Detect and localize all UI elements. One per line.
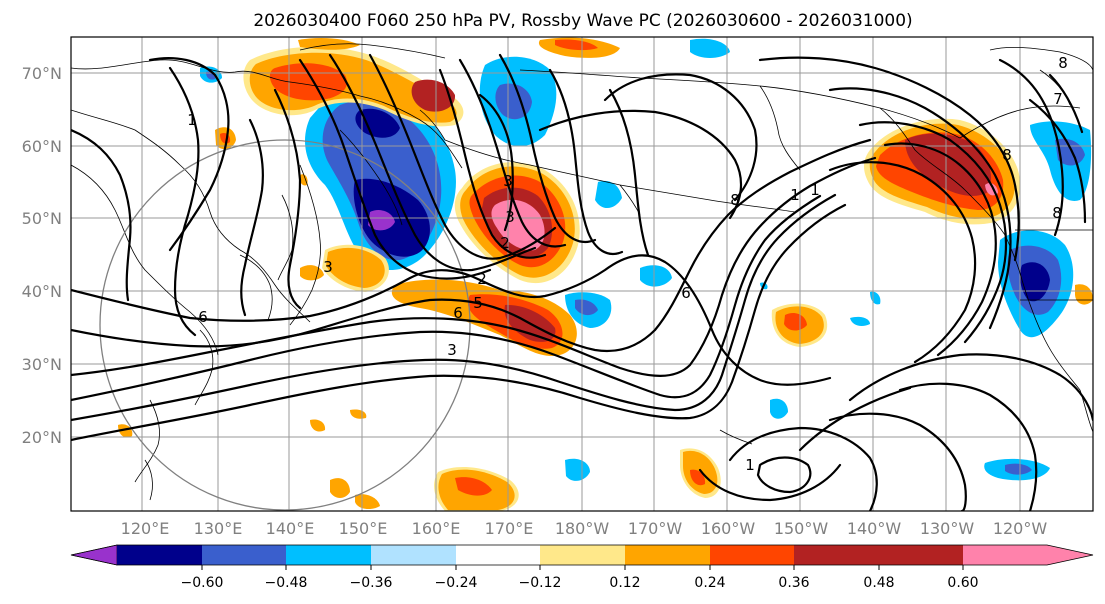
colorbar-tick-label: 0.60 (947, 575, 978, 591)
lon-label: 150°W (774, 519, 829, 538)
contour-label: 3 (447, 341, 457, 359)
contour-label: 2 (477, 270, 487, 288)
lon-label: 150°E (339, 519, 388, 538)
contour-label: 3 (323, 258, 333, 276)
lon-label: 170°W (628, 519, 683, 538)
contour-label: 6 (198, 308, 208, 326)
colorbar-tick-label: 0.24 (694, 575, 725, 591)
lat-label: 70°N (22, 64, 62, 83)
colorbar-segment (456, 545, 540, 565)
colorbar-extend-left (70, 544, 118, 566)
map-frame (70, 36, 1094, 512)
lon-label: 130°W (920, 519, 975, 538)
lon-label: 180°W (555, 519, 610, 538)
coastlines (71, 43, 1093, 501)
lon-label: 140°E (266, 519, 315, 538)
colorbar-segment (625, 545, 710, 565)
contour-label: 1 (745, 456, 755, 474)
colorbar-segment (286, 545, 371, 565)
great-circle (99, 139, 471, 511)
contour-label: 3 (503, 172, 513, 190)
contour-label: 8 (1052, 204, 1062, 222)
colorbar-tick-label: 0.36 (778, 575, 809, 591)
lat-label: 40°N (22, 282, 62, 301)
contour-label: 8 (730, 191, 740, 209)
colorbar-segment (794, 545, 879, 565)
colorbar-tick-label: 0.48 (863, 575, 894, 591)
contour-label: 8 (1002, 146, 1012, 164)
colorbar-segment (202, 545, 286, 565)
contour-label: 6 (453, 304, 463, 322)
colorbar-tick-label: −0.24 (435, 575, 478, 591)
lat-label: 30°N (22, 355, 62, 374)
contour-label: 2 (500, 234, 510, 252)
colorbar-tick-label: −0.48 (265, 575, 308, 591)
lon-label: 120°E (121, 519, 170, 538)
colorbar-tick-label: −0.36 (350, 575, 393, 591)
lon-label: 160°E (412, 519, 461, 538)
lon-label: 160°W (701, 519, 756, 538)
lon-label: 170°E (485, 519, 534, 538)
lat-label: 60°N (22, 137, 62, 156)
contour-label: 1 (790, 186, 800, 204)
contour-label: 7 (1053, 90, 1063, 108)
latitude-labels: 70°N 60°N 50°N 40°N 30°N 20°N (22, 64, 62, 447)
colorbar-ticks (201, 565, 964, 570)
colorbar-tick-label: −0.60 (181, 575, 224, 591)
colorbar-segment (879, 545, 963, 565)
lon-label: 140°W (847, 519, 902, 538)
colorbar-segment (540, 545, 625, 565)
colorbar-tick-label: −0.12 (519, 575, 562, 591)
figure-title: 2026030400 F060 250 hPa PV, Rossby Wave … (253, 11, 912, 31)
contour-label: 8 (1058, 54, 1068, 72)
colorbar-segment (117, 545, 202, 565)
contour-label: 5 (473, 294, 483, 312)
colorbar-outline (70, 544, 1094, 566)
contour-label: 1 (187, 111, 197, 129)
colorbar-segment (710, 545, 794, 565)
contour-label-group: 1 1 2 2 3 3 3 3 5 6 6 6 7 8 8 8 8 1 1 (187, 54, 1068, 474)
pv-contours (71, 53, 1093, 511)
longitude-labels: 120°E 130°E 140°E 150°E 160°E 170°E 180°… (121, 519, 1048, 538)
contour-label: 3 (505, 208, 515, 226)
lat-label: 20°N (22, 428, 62, 447)
colorbar-tick-label: 0.12 (609, 575, 640, 591)
lon-label: 120°W (993, 519, 1048, 538)
contour-label: 6 (681, 284, 691, 302)
contour-label: 1 (810, 181, 820, 199)
colorbar-segment (371, 545, 456, 565)
colorbar: −0.60 −0.48 −0.36 −0.24 −0.12 0.12 0.24 … (70, 544, 1094, 591)
lat-label: 50°N (22, 209, 62, 228)
lon-label: 130°E (194, 519, 243, 538)
